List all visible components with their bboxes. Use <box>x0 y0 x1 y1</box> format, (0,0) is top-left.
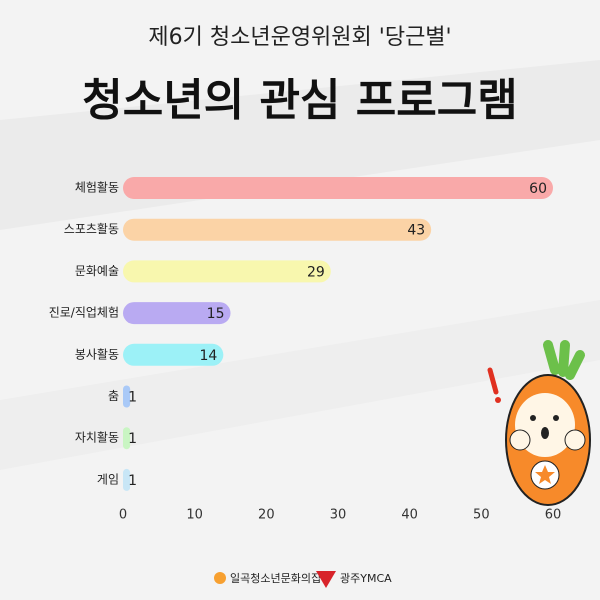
mouth <box>541 427 549 439</box>
x-tick-label: 30 <box>330 508 347 523</box>
eye <box>553 415 559 421</box>
x-tick-label: 50 <box>473 508 490 523</box>
value-label: 15 <box>207 306 225 322</box>
y-tick-label: 스포츠활동 <box>64 222 119 236</box>
carrot-leaf <box>543 340 585 380</box>
bar <box>123 177 553 199</box>
exclaim-dot <box>495 397 501 403</box>
value-label: 1 <box>128 390 137 406</box>
x-tick-label: 10 <box>186 508 203 523</box>
y-tick-label: 봉사활동 <box>75 347 119 361</box>
mascot <box>487 340 591 506</box>
value-label: 1 <box>128 431 137 447</box>
x-tick-label: 20 <box>258 508 275 523</box>
bar <box>123 427 131 450</box>
star <box>535 465 555 484</box>
y-tick-label: 체험활동 <box>75 181 119 195</box>
footer-left: 일곡청소년문화의집 <box>230 571 321 585</box>
y-tick-label: 춤 <box>108 389 119 403</box>
y-tick-label: 자치활동 <box>75 431 119 445</box>
value-label: 60 <box>529 181 547 197</box>
y-tick-label: 문화예술 <box>75 264 119 278</box>
bar <box>123 218 432 241</box>
bar <box>123 343 224 366</box>
y-tick-label: 게임 <box>97 472 119 486</box>
eye <box>530 415 536 421</box>
bar <box>123 302 231 325</box>
value-label: 29 <box>307 264 325 280</box>
ymca-logo <box>316 571 336 588</box>
chart-title: 청소년의 관심 프로그램 <box>82 75 517 126</box>
value-label: 1 <box>128 473 137 489</box>
y-tick-label: 진로/직업체험 <box>49 306 119 320</box>
value-label: 43 <box>407 223 425 239</box>
bar <box>123 468 131 491</box>
footer-right: 광주YMCA <box>340 572 392 585</box>
paper-texture <box>0 300 600 470</box>
bar <box>123 260 331 283</box>
x-tick-label: 40 <box>401 508 418 523</box>
bar <box>123 385 131 408</box>
hand <box>564 429 586 451</box>
exclaim <box>487 367 499 395</box>
logo-icon <box>214 572 226 584</box>
x-tick-label: 60 <box>545 508 562 523</box>
value-label: 14 <box>200 348 218 364</box>
hand <box>509 429 531 451</box>
x-tick-label: 0 <box>119 508 127 523</box>
chart-subtitle: 제6기 청소년운영위원회 '당근별' <box>148 25 451 50</box>
